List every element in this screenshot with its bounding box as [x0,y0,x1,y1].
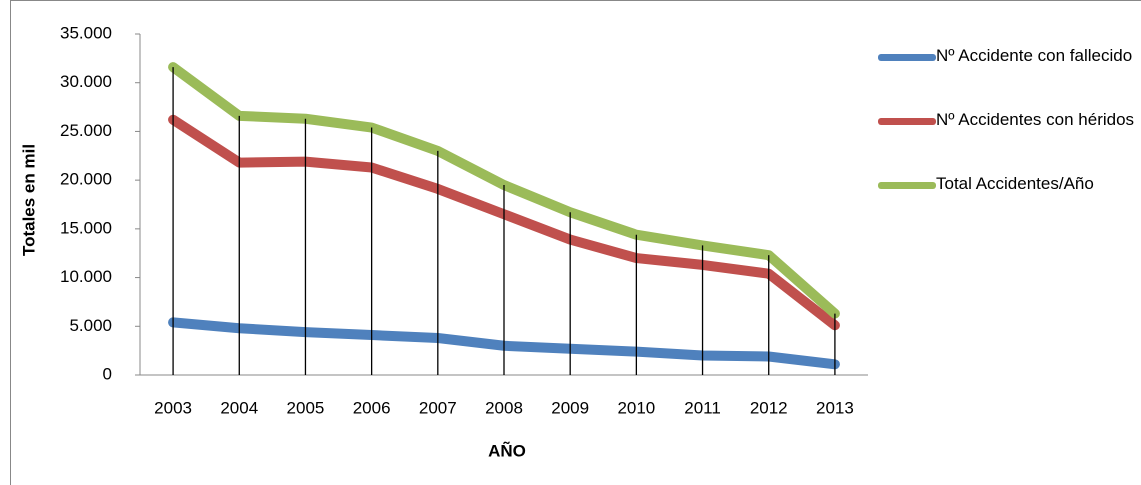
x-tick-label: 2013 [816,398,854,417]
legend-item: Nº Accidentes con héridos [878,106,1140,133]
y-tick-label: 5.000 [69,316,112,335]
x-tick-label: 2012 [750,398,788,417]
series-line [168,62,840,319]
y-tick-label: 35.000 [60,23,112,42]
x-tick-label: 2005 [287,398,325,417]
y-tick-label: 25.000 [60,121,112,140]
legend-swatch [878,118,936,125]
chart-frame [10,0,1141,485]
legend-label: Total Accidentes/Año [936,174,1094,193]
x-tick-label: 2008 [485,398,523,417]
legend-item: Total Accidentes/Año [878,170,1140,197]
x-tick-label: 2011 [684,398,721,417]
y-tick-label: 20.000 [60,170,112,189]
x-tick-label: 2009 [551,398,589,417]
y-axis-title: Totales en mil [19,144,38,256]
x-tick-label: 2006 [353,398,391,417]
y-tick-label: 15.000 [60,218,112,237]
legend-label: Nº Accidente con fallecido [936,46,1133,65]
x-tick-label: 2003 [154,398,192,417]
x-axis-title: AÑO [488,440,526,460]
legend-item: Nº Accidente con fallecido [878,42,1140,69]
legend-swatch [878,54,936,61]
x-tick-label: 2007 [419,398,457,417]
y-tick-label: 10.000 [60,267,112,286]
legend-swatch [878,182,936,189]
x-tick-label: 2004 [220,398,258,417]
y-tick-label: 0 [103,364,112,383]
y-tick-label: 30.000 [60,72,112,91]
x-tick-label: 2010 [617,398,655,417]
legend-label: Nº Accidentes con héridos [936,110,1135,129]
